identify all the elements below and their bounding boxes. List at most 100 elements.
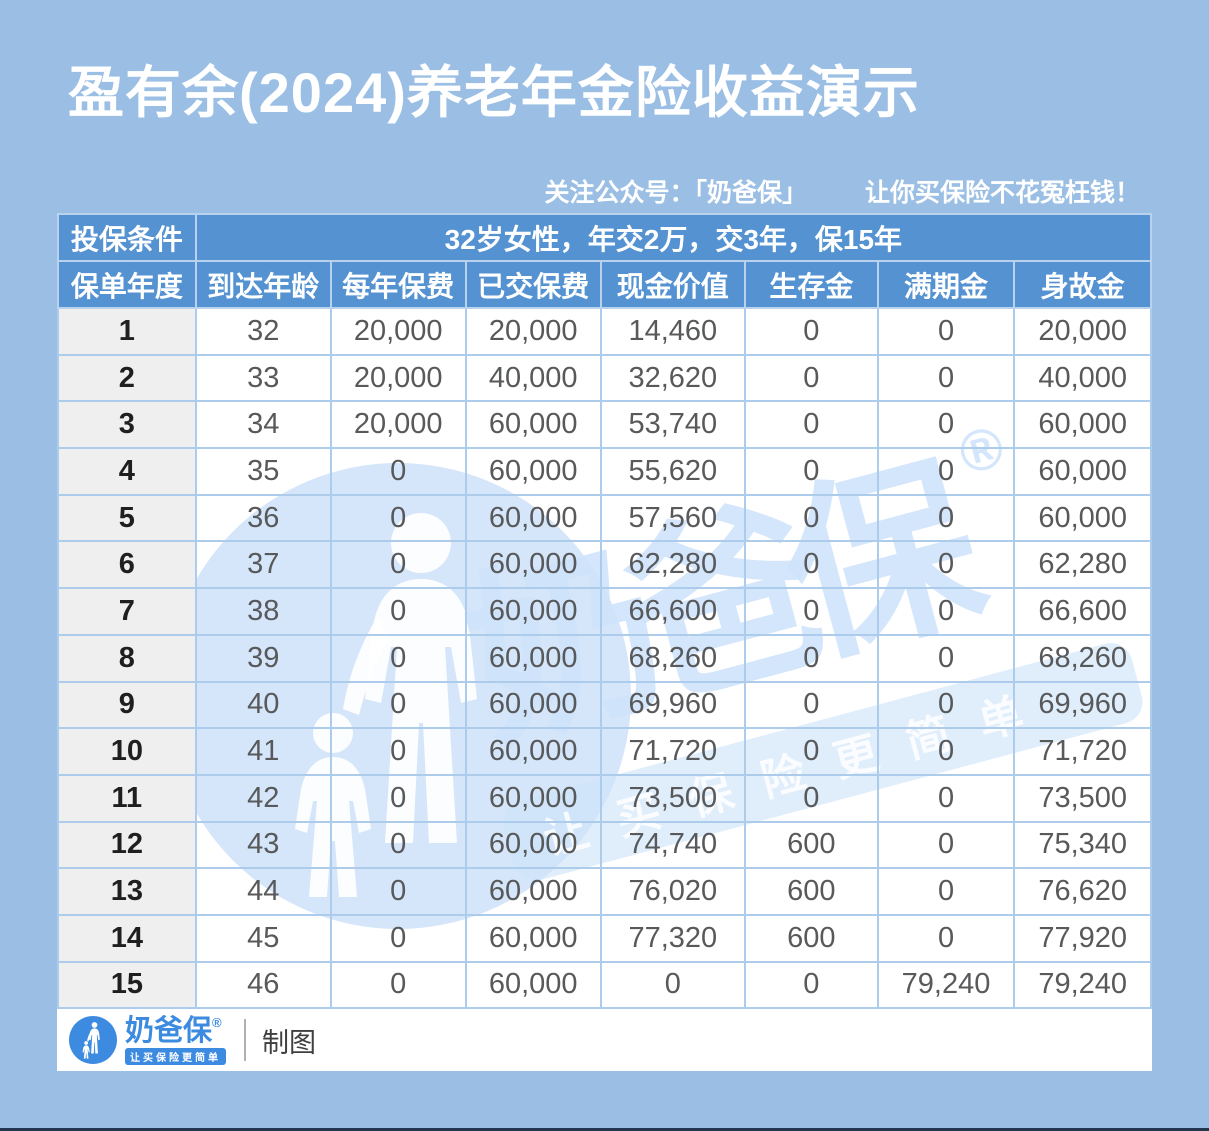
- table-row: 7 38 0 60,000 66,600 0 0 66,600: [57, 587, 1152, 636]
- table-cell: 0: [599, 960, 746, 1010]
- table-cell: 0: [876, 867, 1016, 916]
- col-header-maturity-benefit: 满期金: [876, 260, 1016, 309]
- table-cell: 0: [876, 400, 1016, 450]
- table-cell: 0: [743, 540, 879, 590]
- table-row: 10 41 0 60,000 71,720 0 0 71,720: [57, 727, 1152, 776]
- condition-row: 投保条件 32岁女性，年交2万，交3年，保15年: [57, 213, 1153, 262]
- table-cell: 0: [743, 587, 879, 636]
- table-cell: 0: [743, 680, 879, 730]
- table-row: 1 32 20,000 20,000 14,460 0 0 20,000: [57, 307, 1152, 356]
- table-cell: 0: [876, 727, 1016, 776]
- table-row: 14 45 0 60,000 77,320 600 0 77,920: [57, 913, 1152, 963]
- row-label: 15: [57, 960, 197, 1010]
- brand-logo-icon: [69, 1016, 117, 1065]
- table-cell: 0: [743, 960, 879, 1010]
- table-cell: 0: [329, 913, 467, 963]
- table-cell: 60,000: [464, 820, 602, 870]
- table-cell: 20,000: [464, 307, 602, 356]
- table-cell: 60,000: [464, 540, 602, 590]
- table-cell: 66,600: [1013, 587, 1152, 636]
- table-cell: 20,000: [1013, 307, 1152, 356]
- table-cell: 60,000: [464, 773, 602, 823]
- table-cell: 76,020: [599, 867, 746, 916]
- table-cell: 0: [329, 447, 467, 496]
- table-cell: 0: [743, 353, 879, 403]
- row-label: 11: [57, 773, 197, 823]
- table-cell: 32,620: [599, 353, 746, 403]
- footer-divider: [244, 1019, 246, 1062]
- footer-brand-name: 奶爸保®: [125, 1015, 222, 1048]
- table-cell: 37: [194, 540, 332, 590]
- table-cell: 0: [876, 353, 1016, 403]
- table-cell: 0: [329, 680, 467, 730]
- table-cell: 0: [329, 540, 467, 590]
- table-cell: 0: [743, 447, 879, 496]
- table-cell: 0: [876, 913, 1016, 963]
- table-cell: 20,000: [329, 400, 467, 450]
- col-header-paid-premium: 已交保费: [464, 260, 602, 309]
- table-cell: 60,000: [1013, 400, 1152, 450]
- footer-slogan-badge: 让买保险更简单: [125, 1047, 226, 1065]
- row-label: 5: [57, 493, 197, 543]
- subtitle-account: 关注公众号：「奶爸保」: [544, 179, 807, 207]
- column-header-row: 保单年度 到达年龄 每年保费 已交保费 现金价值 生存金 满期金 身故金: [57, 260, 1152, 309]
- table-cell: 0: [876, 307, 1016, 356]
- row-label: 6: [57, 540, 197, 590]
- table-cell: 57,560: [599, 493, 746, 543]
- table-cell: 0: [743, 400, 879, 450]
- condition-label-cell: 投保条件: [57, 213, 197, 262]
- table-cell: 40,000: [464, 353, 602, 403]
- table-cell: 0: [743, 727, 879, 776]
- benefit-table: 投保条件 32岁女性，年交2万，交3年，保15年 保单年度 到达年龄 每年保费 …: [57, 213, 1153, 1010]
- table-cell: 71,720: [599, 727, 746, 776]
- table-cell: 33: [194, 353, 332, 403]
- table-cell: 41: [194, 727, 332, 776]
- table-cell: 68,260: [599, 633, 746, 683]
- table-cell: 71,720: [1013, 727, 1152, 776]
- table-cell: 74,740: [599, 820, 746, 870]
- table-cell: 60,000: [1013, 447, 1152, 496]
- table-cell: 40: [194, 680, 332, 730]
- row-label: 12: [57, 820, 197, 870]
- table-row: 15 46 0 60,000 0 0 79,240 79,240: [57, 960, 1152, 1010]
- table-cell: 32: [194, 307, 332, 356]
- table-cell: 20,000: [329, 353, 467, 403]
- row-label: 3: [57, 400, 197, 450]
- table-row: 4 35 0 60,000 55,620 0 0 60,000: [57, 447, 1152, 496]
- table-cell: 0: [329, 493, 467, 543]
- table-cell: 66,600: [599, 587, 746, 636]
- row-label: 4: [57, 447, 197, 496]
- table-row: 13 44 0 60,000 76,020 600 0 76,620: [57, 867, 1152, 916]
- table-cell: 43: [194, 820, 332, 870]
- table-cell: 62,280: [599, 540, 746, 590]
- table-cell: 0: [329, 633, 467, 683]
- row-label: 7: [57, 587, 197, 636]
- table-cell: 60,000: [464, 400, 602, 450]
- page-title: 盈有余(2024)养老年金险收益演示: [68, 61, 920, 124]
- table-cell: 38: [194, 587, 332, 636]
- footer-bar: 奶爸保® 让买保险更简单 制图: [57, 1009, 1152, 1072]
- table-row: 11 42 0 60,000 73,500 0 0 73,500: [57, 773, 1152, 823]
- table-cell: 60,000: [464, 727, 602, 776]
- table-cell: 45: [194, 913, 332, 963]
- benefit-sheet: 奶爸保® 让买保险更简单 投保条件 32岁女性，年交2万，交3年，保15年 保单…: [57, 213, 1153, 1072]
- table-cell: 0: [876, 447, 1016, 496]
- table-cell: 0: [743, 773, 879, 823]
- table-cell: 75,340: [1013, 820, 1152, 870]
- table-row: 3 34 20,000 60,000 53,740 0 0 60,000: [57, 400, 1152, 450]
- row-label: 2: [57, 353, 197, 403]
- table-cell: 0: [743, 307, 879, 356]
- subtitle: 关注公众号：「奶爸保」 让你买保险不花冤枉钱！: [544, 173, 1140, 209]
- table-cell: 20,000: [329, 307, 467, 356]
- table-cell: 73,500: [1013, 773, 1152, 823]
- table-cell: 0: [876, 680, 1016, 730]
- table-cell: 60,000: [464, 447, 602, 496]
- table-cell: 0: [743, 633, 879, 683]
- table-cell: 77,320: [599, 913, 746, 963]
- table-cell: 60,000: [464, 633, 602, 683]
- table-cell: 60,000: [464, 960, 602, 1010]
- table-cell: 55,620: [599, 447, 746, 496]
- table-cell: 600: [743, 820, 879, 870]
- table-cell: 0: [329, 587, 467, 636]
- table-cell: 600: [743, 867, 879, 916]
